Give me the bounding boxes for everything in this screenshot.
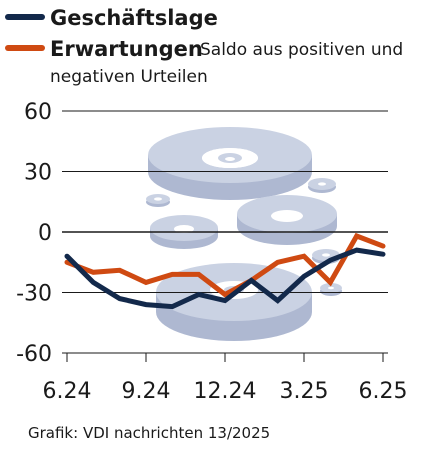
legend-label-erwartungen: Erwartungen	[50, 37, 203, 61]
x-tick-label: 12.24	[194, 379, 257, 404]
y-axis: 60 30 0 -30 -60	[16, 100, 52, 367]
legend-note-line1: Saldo aus positiven und	[200, 40, 403, 60]
x-tick-label: 6.25	[359, 379, 408, 404]
legend-note-line2: negativen Urteilen	[50, 67, 208, 87]
x-tick-label: 6.24	[43, 379, 92, 404]
washer-small-right	[308, 178, 336, 193]
washer-medium-right	[237, 195, 337, 245]
y-tick-label: 30	[24, 161, 52, 186]
y-tick-label: 0	[38, 221, 52, 246]
washer-illustration	[146, 127, 342, 341]
washer-large-top	[148, 127, 312, 200]
source-credit: Grafik: VDI nachrichten 13/2025	[28, 424, 270, 442]
series-line-geschaeftslage	[64, 247, 386, 310]
x-tick-label: 3.25	[280, 379, 329, 404]
legend: Geschäftslage Erwartungen Saldo aus posi…	[5, 6, 403, 87]
washer-small-left	[146, 194, 170, 207]
x-axis: 6.24 9.24 12.24 3.25 6.25	[43, 353, 408, 404]
series-lines	[64, 232, 386, 310]
y-tick-label: 60	[24, 100, 52, 125]
y-tick-label: -30	[16, 282, 52, 307]
legend-label-geschaeftslage: Geschäftslage	[50, 6, 218, 30]
series-line-erwartungen	[64, 232, 386, 298]
x-tick-label: 9.24	[122, 379, 171, 404]
washer-small-right-3	[320, 283, 342, 296]
y-tick-label: -60	[16, 342, 52, 367]
